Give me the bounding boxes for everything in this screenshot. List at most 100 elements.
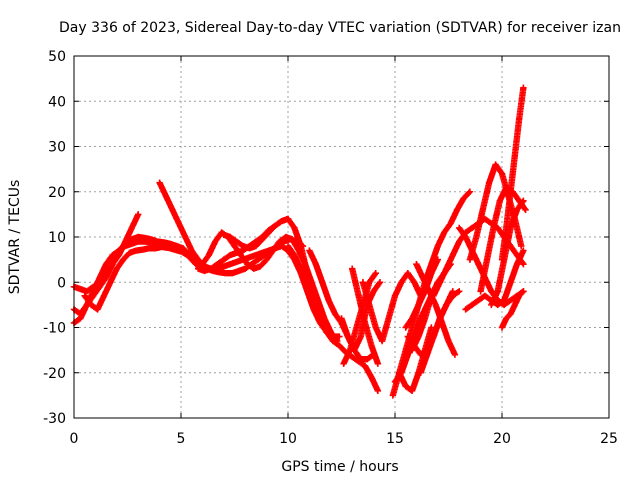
data-point: [235, 267, 242, 275]
data-point: [468, 301, 476, 309]
data-point: [507, 310, 514, 318]
data-point: [522, 206, 529, 214]
x-tick-label: 0: [70, 431, 79, 447]
data-point: [498, 170, 506, 177]
data-point: [498, 256, 506, 263]
data-point: [520, 260, 527, 268]
data-point: [284, 242, 292, 250]
data-point: [209, 267, 217, 275]
data-point: [171, 246, 178, 253]
data-point: [443, 265, 450, 272]
data-point: [520, 247, 527, 254]
y-tick-label: -10: [43, 321, 66, 337]
data-point: [376, 279, 384, 286]
y-tick-label: 0: [57, 275, 66, 291]
data-point: [233, 258, 240, 266]
y-tick-label: 10: [48, 230, 66, 246]
data-point: [361, 319, 369, 327]
x-tick-label: 20: [493, 431, 511, 447]
data-point: [357, 333, 364, 340]
data-point: [503, 315, 510, 322]
data-point: [417, 369, 424, 376]
data-point: [102, 274, 110, 281]
y-tick-label: 40: [48, 94, 66, 110]
series-trail: [417, 289, 462, 375]
data-point: [113, 265, 120, 272]
data-point: [445, 337, 452, 345]
data-point: [261, 251, 268, 259]
data-point: [449, 251, 456, 259]
data-point: [145, 245, 153, 252]
data-point: [374, 360, 382, 367]
series-arc-19: [402, 256, 441, 331]
data-point: [306, 247, 313, 254]
data-point: [319, 279, 326, 286]
data-point: [415, 301, 422, 309]
data-point: [498, 324, 506, 331]
data-point: [325, 297, 332, 304]
data-point: [447, 220, 454, 227]
data-point: [299, 242, 307, 250]
data-point: [475, 297, 482, 304]
data-point: [485, 179, 493, 186]
data-point: [233, 238, 240, 245]
data-point: [252, 242, 260, 250]
data-series: [70, 84, 529, 399]
data-point: [353, 324, 360, 331]
data-point: [156, 179, 163, 186]
data-point: [295, 247, 302, 254]
data-point: [402, 324, 409, 331]
data-point: [220, 263, 227, 270]
data-point: [340, 360, 347, 367]
data-point: [421, 315, 429, 322]
data-point: [122, 240, 129, 247]
data-point: [291, 224, 298, 232]
data-point: [404, 333, 412, 340]
data-point: [338, 315, 345, 322]
data-point: [265, 229, 272, 236]
data-point: [417, 351, 424, 358]
data-point: [184, 251, 191, 259]
data-point: [357, 355, 364, 363]
data-point: [456, 288, 463, 295]
data-point: [194, 256, 202, 263]
data-point: [267, 247, 275, 254]
data-point: [456, 238, 463, 245]
data-point: [391, 292, 399, 300]
data-point: [378, 337, 386, 345]
data-point: [411, 279, 418, 286]
data-point: [503, 224, 510, 232]
data-point: [453, 206, 461, 214]
data-point: [102, 260, 110, 268]
data-point: [304, 279, 311, 286]
data-point: [256, 263, 264, 270]
data-point: [139, 246, 146, 253]
data-point: [456, 224, 463, 232]
series-arc-23: [417, 288, 463, 376]
data-point: [513, 206, 521, 214]
data-point: [141, 234, 148, 242]
data-point: [237, 251, 245, 259]
data-point: [436, 279, 444, 286]
x-tick-label: 15: [386, 431, 404, 447]
data-point: [169, 206, 176, 214]
data-point: [432, 301, 439, 309]
data-point: [346, 346, 354, 354]
data-point: [515, 292, 523, 300]
data-point: [220, 256, 227, 263]
data-point: [297, 265, 305, 272]
data-point: [284, 215, 292, 223]
data-point: [507, 279, 514, 286]
data-point: [115, 247, 123, 254]
series-arc-26: [462, 247, 527, 313]
data-point: [520, 84, 527, 91]
data-point: [492, 161, 499, 168]
data-point: [507, 297, 514, 304]
data-point: [434, 242, 441, 250]
series-arc-30: [498, 288, 527, 331]
data-point: [81, 292, 88, 300]
data-point: [349, 265, 356, 272]
data-point: [214, 260, 221, 268]
data-point: [135, 211, 142, 218]
data-point: [100, 292, 108, 300]
